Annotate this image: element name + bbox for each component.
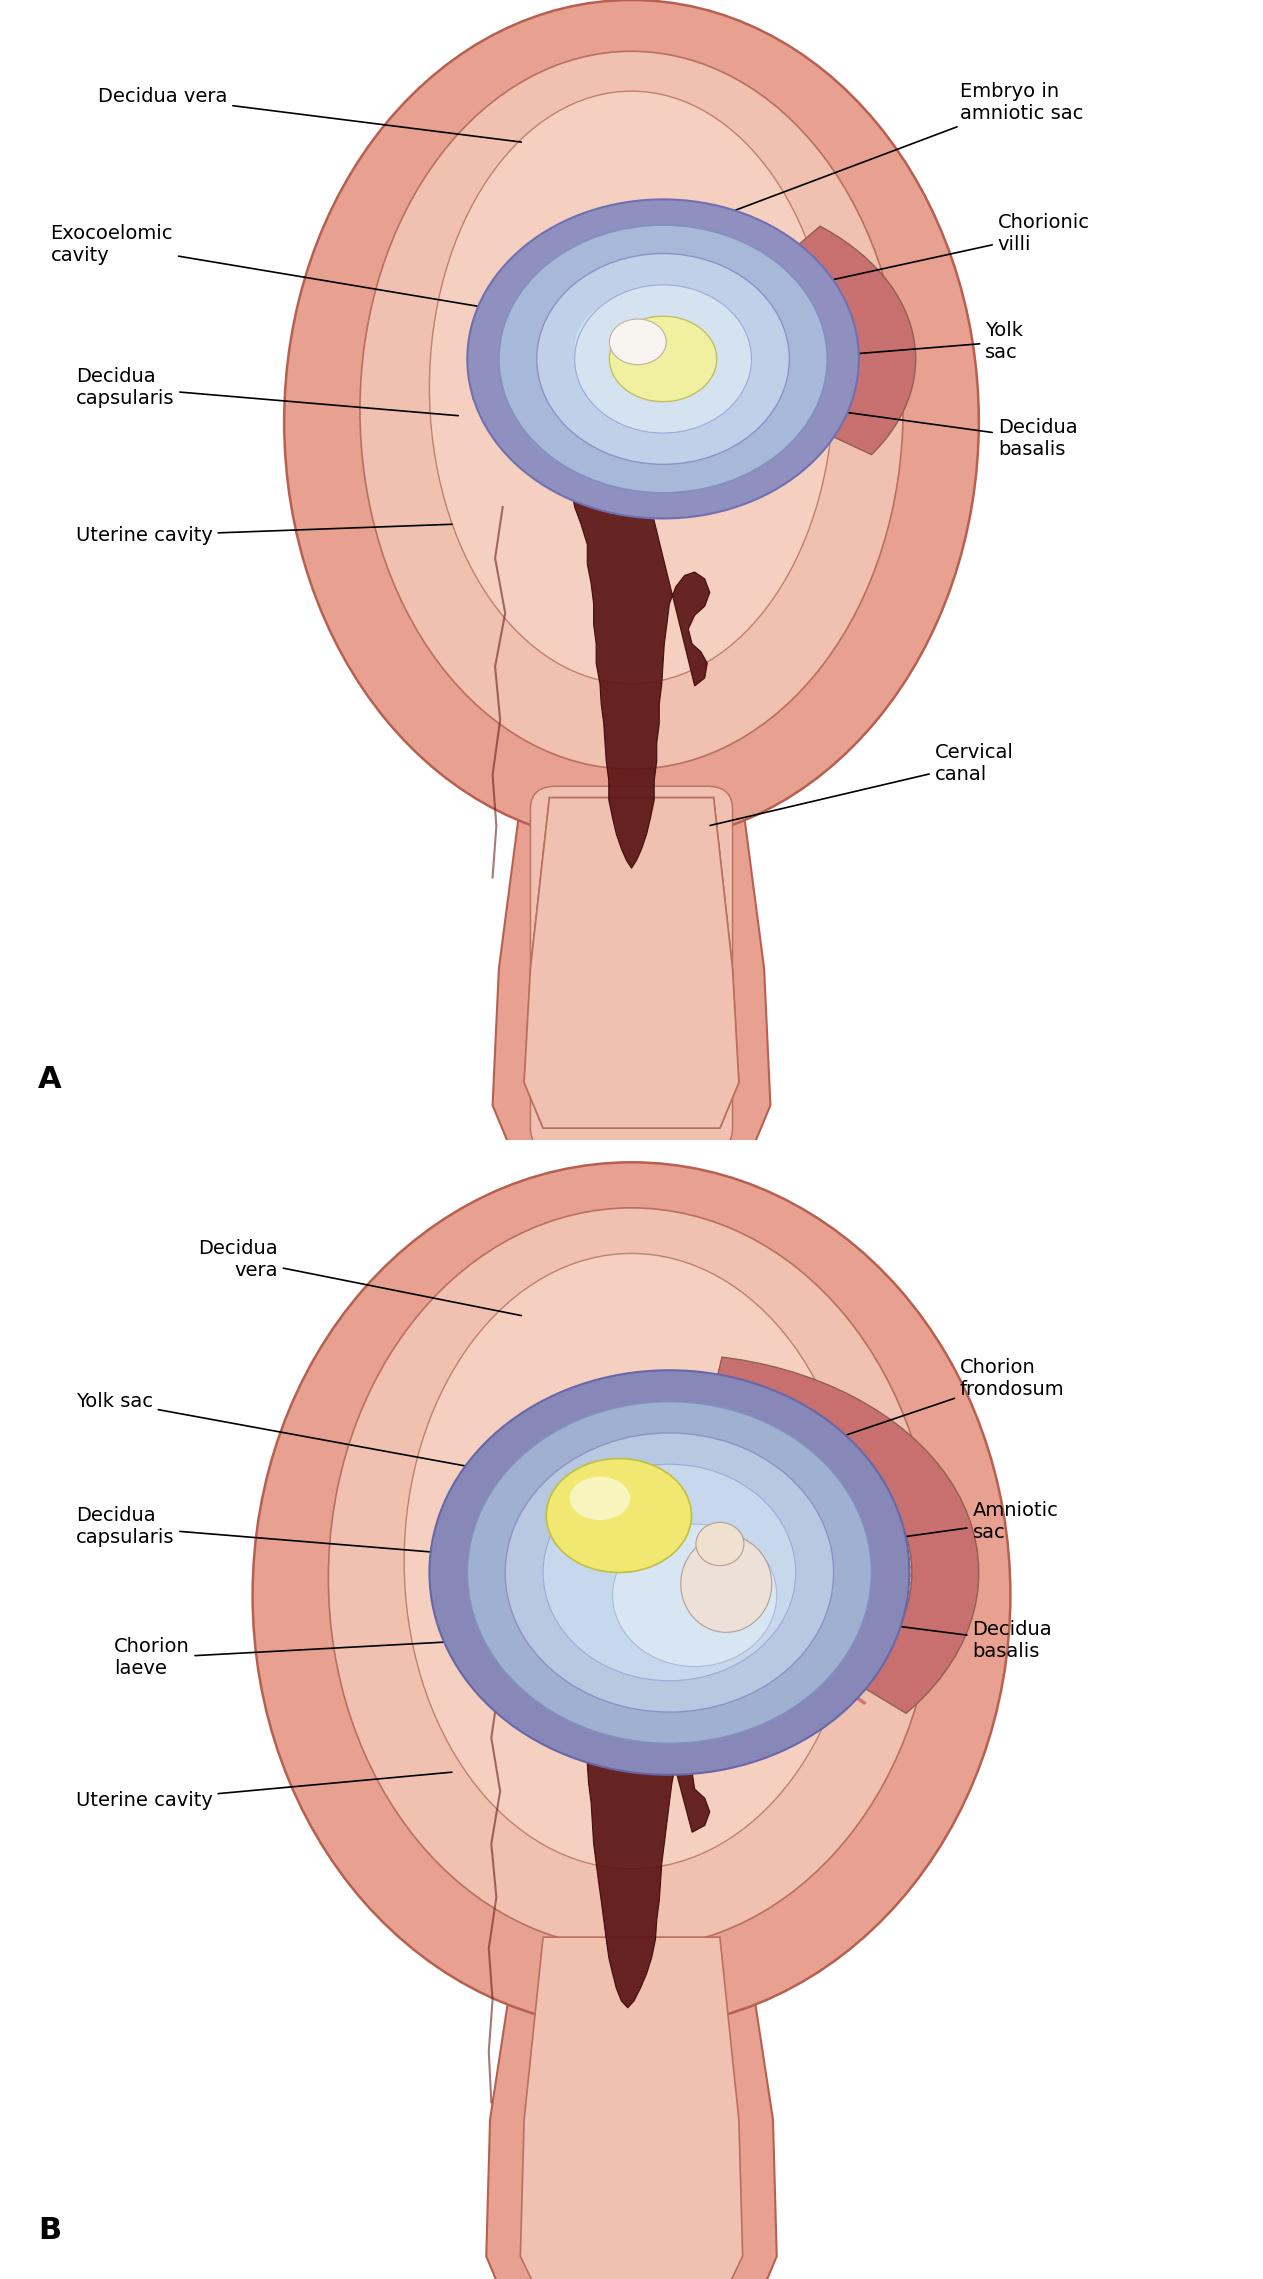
Text: B: B: [38, 2215, 61, 2245]
Polygon shape: [524, 798, 739, 1128]
Polygon shape: [784, 226, 916, 454]
Text: Chorionic
villi: Chorionic villi: [786, 214, 1090, 289]
Polygon shape: [546, 255, 710, 868]
Polygon shape: [524, 798, 739, 1128]
Text: Cervical
canal: Cervical canal: [710, 743, 1013, 825]
FancyBboxPatch shape: [530, 786, 733, 1151]
Text: Exocoelomic
cavity: Exocoelomic cavity: [51, 226, 484, 308]
Ellipse shape: [546, 1459, 692, 1573]
Ellipse shape: [404, 1253, 859, 1869]
Ellipse shape: [467, 1402, 871, 1743]
Ellipse shape: [284, 0, 979, 843]
Text: Yolk
sac: Yolk sac: [722, 321, 1023, 365]
Ellipse shape: [429, 91, 834, 684]
Text: Uterine cavity: Uterine cavity: [76, 524, 452, 545]
Ellipse shape: [253, 1162, 1010, 2028]
Ellipse shape: [543, 1463, 796, 1682]
Text: Yolk sac: Yolk sac: [76, 1392, 547, 1481]
Ellipse shape: [429, 1370, 909, 1775]
Polygon shape: [520, 1937, 743, 2279]
Text: Decidua
capsularis: Decidua capsularis: [76, 1506, 471, 1554]
Ellipse shape: [543, 798, 720, 843]
Text: Amniotic
sac: Amniotic sac: [773, 1502, 1058, 1554]
Ellipse shape: [681, 1536, 772, 1632]
Text: Chorion
laeve: Chorion laeve: [114, 1639, 465, 1677]
Text: Decidua vera: Decidua vera: [99, 87, 522, 141]
Text: Decidua
capsularis: Decidua capsularis: [76, 367, 458, 415]
Ellipse shape: [609, 319, 667, 365]
Text: Embryo in
amniotic sac: Embryo in amniotic sac: [691, 82, 1084, 228]
Ellipse shape: [505, 1433, 834, 1712]
Ellipse shape: [537, 253, 789, 465]
Polygon shape: [486, 1937, 777, 2279]
Polygon shape: [711, 1356, 979, 1714]
Text: Decidua
basalis: Decidua basalis: [792, 1614, 1052, 1661]
Ellipse shape: [609, 317, 717, 401]
Ellipse shape: [467, 198, 859, 520]
Ellipse shape: [575, 296, 701, 399]
Ellipse shape: [499, 226, 827, 492]
Text: Decidua
vera: Decidua vera: [198, 1240, 522, 1315]
Ellipse shape: [328, 1208, 935, 1949]
Ellipse shape: [575, 285, 751, 433]
Ellipse shape: [360, 52, 903, 768]
Ellipse shape: [696, 1522, 744, 1566]
Ellipse shape: [570, 1477, 630, 1520]
Polygon shape: [493, 775, 770, 1151]
Ellipse shape: [613, 1525, 777, 1666]
Text: Uterine cavity: Uterine cavity: [76, 1773, 452, 1810]
Polygon shape: [538, 1418, 717, 2008]
Text: Chorion
frondosum: Chorion frondosum: [779, 1358, 1065, 1459]
Text: A: A: [38, 1064, 62, 1094]
Text: Decidua
basalis: Decidua basalis: [792, 406, 1077, 458]
